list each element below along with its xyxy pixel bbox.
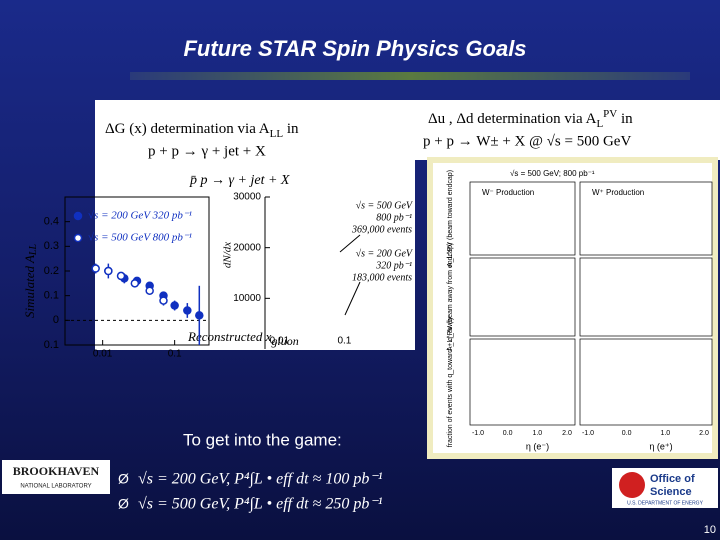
subplot-frame	[579, 181, 713, 256]
annotation: 369,000 events	[351, 224, 412, 235]
heading-sup: PV	[603, 108, 617, 120]
right-figure	[427, 157, 718, 459]
left-heading-2: p + p → γ + jet + X	[148, 143, 266, 159]
data-point	[130, 279, 140, 288]
y-tick-label: 20000	[233, 242, 261, 253]
heading-text: in	[283, 121, 299, 137]
label-text: Simulated A	[22, 255, 37, 318]
column-title: W⁺ Production	[592, 188, 644, 197]
figure-header: √s = 500 GeV; 800 pb⁻¹	[510, 169, 595, 178]
heading-sub: LL	[270, 128, 284, 140]
bullet-marker: Ø	[118, 496, 129, 512]
x-tick-label: -1.0	[582, 430, 594, 437]
x-tick-label: 0.01	[93, 349, 113, 360]
right-heading-2: p + p → W± + X @ √s = 500 GeV	[423, 133, 631, 149]
right-heading: Δu , Δd determination via ALPV in	[428, 108, 633, 130]
subplot-frame	[469, 257, 576, 337]
y-tick-label: 0	[53, 314, 59, 326]
data-point	[170, 301, 179, 310]
label-sub: LL	[28, 244, 39, 257]
bullet-marker: Ø	[118, 471, 129, 487]
x-tick-label: 1.0	[532, 430, 542, 437]
x-axis-label: η (e⁻)	[526, 441, 549, 451]
y-tick-label: 10000	[233, 293, 261, 304]
bullet: √s = 200 GeV, P⁴∫L • eff dt ≈ 100 pb⁻¹	[138, 471, 383, 489]
x-tick-label: 0.0	[622, 430, 632, 437]
annotation-arrow	[339, 234, 361, 253]
heading-text: ΔG (x) determination via A	[105, 121, 270, 137]
annotation: 183,000 events	[352, 272, 412, 283]
annotation: 320 pb⁻¹	[375, 260, 412, 271]
logo-text: Office of	[650, 473, 695, 485]
slide-title: Future STAR Spin Physics Goals	[183, 36, 526, 61]
title-bar	[130, 72, 690, 80]
x-axis-label: Reconstructed xgluon	[187, 329, 299, 348]
x-tick-label: 2.0	[562, 430, 572, 437]
y-tick-label: 0.1	[44, 339, 59, 351]
logo-text: Science	[650, 486, 692, 498]
logo-text: BROOKHAVEN	[13, 464, 100, 478]
logo-left	[2, 460, 110, 494]
data-point	[159, 296, 168, 305]
label-text: Reconstructed x	[187, 329, 272, 344]
legend-label: √s = 200 GeV 320 pb⁻¹	[88, 210, 192, 222]
data-point	[183, 306, 192, 315]
label-sub: gluon	[271, 334, 298, 348]
right-heading-box	[415, 100, 720, 160]
x-tick-label: 0.1	[168, 349, 182, 360]
logo-text: NATIONAL LABORATORY	[20, 484, 91, 490]
data-point	[116, 271, 126, 281]
y-axis-label: dN/dx	[222, 242, 234, 268]
column-title: W⁻ Production	[482, 188, 534, 197]
x-tick-label: 1.0	[660, 430, 670, 437]
y-tick-label: 0.4	[44, 216, 59, 228]
x-tick-label: -1.0	[472, 430, 484, 437]
left-heading: ΔG (x) determination via ALL in	[105, 121, 299, 139]
annotation-arrow	[344, 281, 361, 316]
annotation: 800 pb⁻¹	[376, 212, 412, 223]
page-number: 10	[704, 524, 716, 536]
subheading: To get into the game:	[183, 430, 342, 449]
right-figure-content: √s = 500 GeV; 800 pb⁻¹ W⁻ Production η (e⁻…	[447, 169, 713, 451]
heading-text: Δu , Δd determination via A	[428, 111, 597, 127]
y-tick-label: 30000	[233, 192, 261, 203]
data-point	[195, 311, 204, 320]
y-axis-label: Simulated ALL	[22, 244, 39, 319]
heading-sub: L	[596, 118, 603, 130]
row-label: A_L^PV (beam toward endcap)	[447, 170, 454, 267]
x-axis-label: η (e⁺)	[649, 441, 672, 451]
y-tick-label: 0.1	[44, 290, 59, 302]
bullet: √s = 500 GeV, P⁴∫L • eff dt ≈ 250 pb⁻¹	[138, 496, 383, 514]
subplot-frame	[579, 257, 713, 337]
subplot-frame	[579, 338, 713, 426]
chart-title: p̄ p → γ + jet + X	[189, 173, 290, 188]
x-tick-label: 2.0	[699, 430, 709, 437]
x-tick-label: 0.1	[337, 336, 351, 347]
left-figure: p̄ p → γ + jet + X Simulated ALL Reconstru…	[22, 173, 414, 359]
y-tick-label: 0.3	[44, 240, 59, 252]
heading-text: in	[617, 111, 633, 127]
data-point	[91, 264, 100, 273]
x-tick-label: 0.01	[270, 336, 290, 347]
y-tick-label: 0.2	[44, 265, 59, 277]
data-point	[104, 266, 113, 276]
logo-text: U.S. DEPARTMENT OF ENERGY	[627, 500, 704, 506]
data-point	[145, 286, 154, 295]
legend-marker	[73, 233, 83, 243]
annotation: √s = 200 GeV	[356, 248, 414, 259]
row-label: fraction of events with q_toward + q_awa…	[447, 316, 454, 447]
row-label: A_L^PV (beam away from endcap)	[447, 243, 454, 351]
subplot-frame	[469, 338, 576, 426]
subplot-frame	[469, 181, 576, 256]
left-panel	[95, 100, 415, 350]
annotation: √s = 500 GeV	[356, 200, 414, 211]
logo-emblem	[619, 472, 645, 498]
x-tick-label: 0.0	[503, 430, 513, 437]
legend-marker	[73, 211, 83, 221]
legend-label: √s = 500 GeV 800 pb⁻¹	[88, 232, 192, 244]
